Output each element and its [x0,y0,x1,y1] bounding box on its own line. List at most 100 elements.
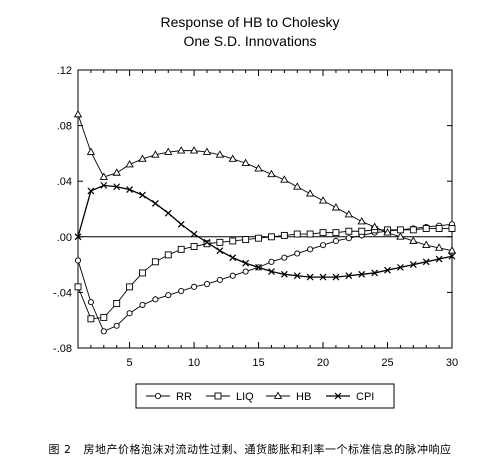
data-point-liq [319,229,327,237]
data-point-cpi [216,247,224,255]
x-tick-label: 10 [188,357,200,369]
series-lines [73,109,457,335]
data-point-cpi [345,272,353,280]
data-point-hb [331,203,341,211]
data-point-cpi [358,270,366,278]
data-point-cpi [203,238,211,246]
legend-marker-rr [154,392,162,400]
data-point-hb [422,240,431,248]
series-line-rr [77,223,453,332]
data-point-liq [422,225,430,232]
data-point-liq [87,315,95,323]
data-point-rr [113,322,120,329]
data-point-rr [216,276,223,283]
data-point-rr [74,257,82,264]
data-point-cpi [319,273,327,281]
data-point-cpi [87,187,95,195]
series-hb [73,109,457,254]
series-line-cpi [77,184,453,278]
data-point-cpi [255,263,262,271]
data-point-cpi [332,273,340,281]
x-tick-label: 20 [317,357,329,369]
data-point-liq [126,283,134,291]
data-point-rr [319,242,327,249]
y-tick-label: .00 [57,232,72,244]
legend-entries: RR LIQ HB CPI [146,391,374,403]
y-tick-label: -.04 [53,287,72,299]
x-tick-label: 5 [127,357,133,369]
chart-title: Response of HB to Cholesky [161,14,340,30]
data-point-hb [241,158,250,166]
data-point-hb [254,164,263,172]
series-liq [74,225,456,323]
data-point-hb [202,147,212,155]
data-point-liq [139,269,146,277]
data-point-rr [100,328,107,335]
plot-area-frame [77,69,453,349]
data-point-liq [113,300,121,307]
data-point-hb [267,169,276,178]
data-point-hb [357,216,366,225]
data-point-hb [305,189,315,197]
data-point-rr [345,235,352,242]
data-point-liq [74,283,82,291]
data-point-rr [229,272,236,279]
data-point-hb [409,236,418,244]
data-point-hb [86,147,96,155]
data-point-liq [358,227,366,235]
data-point-hb [293,182,302,190]
data-point-cpi [100,181,108,189]
series-cpi [74,181,456,281]
data-point-hb [125,160,134,168]
data-point-liq [255,234,263,242]
data-point-cpi [164,209,172,217]
data-point-liq [242,236,250,244]
data-point-hb [383,228,392,236]
y-tick-label: .04 [57,176,72,188]
data-point-liq [293,230,301,238]
data-point-cpi [242,259,250,267]
data-point-liq [216,238,224,246]
data-point-cpi [74,233,82,241]
legend-label-rr: RR [176,391,192,403]
data-point-cpi [190,230,198,238]
figure-caption: 图 2 房地产价格泡沫对流动性过剩、通货膨胀和利率一个标准信息的脉冲响应 [0,441,500,457]
data-point-liq [177,245,185,253]
data-point-liq [396,226,404,234]
data-point-hb [318,196,328,204]
data-point-rr [191,283,198,290]
data-point-rr [165,292,172,299]
data-point-cpi [384,266,391,274]
data-point-hb [447,246,457,254]
data-point-rr [307,246,314,253]
data-point-hb [99,172,108,180]
x-tick-label: 15 [252,357,264,369]
data-point-cpi [422,258,430,266]
data-point-rr [87,299,94,306]
data-point-cpi [139,191,146,199]
chart-subtitle: One S.D. Innovations [183,33,316,49]
data-point-cpi [229,254,237,262]
x-tick-label: 25 [381,357,393,369]
axes: -.08 -.04 .00 .04 .08 .12 5 10 15 20 25 30 [53,65,458,369]
data-point-hb [370,222,379,230]
data-point-liq [164,251,172,259]
data-point-hb [73,109,83,118]
data-point-liq [435,225,443,232]
data-point-cpi [306,273,314,281]
data-point-hb [164,147,173,155]
data-point-rr [332,237,339,245]
data-point-rr [203,281,211,288]
data-point-liq [409,226,417,234]
data-point-rr [178,287,185,295]
data-point-cpi [371,269,379,277]
data-point-hb [396,232,405,240]
y-tick-label: .12 [57,65,72,77]
y-tick-label: .08 [57,121,72,133]
data-point-hb [189,146,199,154]
figure-caption-text: 房地产价格泡沫对流动性过剩、通货膨胀和利率一个标准信息的脉冲响应 [83,443,452,456]
data-point-hb [228,154,237,162]
data-point-cpi [113,183,121,191]
data-point-rr [242,268,249,275]
